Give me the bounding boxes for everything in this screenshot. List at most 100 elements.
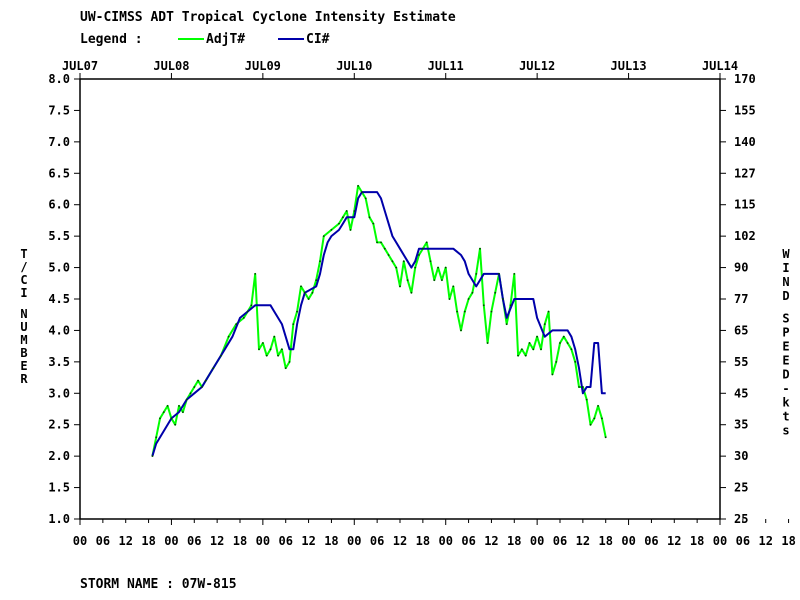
adjt-point	[574, 361, 577, 363]
left-axis-title-char: C	[20, 273, 27, 287]
right-tick-label: 55	[734, 355, 748, 369]
adjt-point	[151, 455, 154, 457]
adjt-point	[585, 398, 588, 401]
legend-item-adjt: AdjT#	[178, 32, 245, 47]
left-tick-label: 1.5	[48, 481, 70, 495]
bottom-tick-label: 18	[233, 534, 247, 548]
adjt-point	[269, 348, 272, 351]
right-axis-title-char: s	[782, 423, 789, 437]
adjt-point	[555, 361, 558, 363]
adjt-point	[220, 354, 222, 357]
right-axis-title-char: D	[782, 367, 789, 381]
bottom-tick-label: 00	[438, 534, 452, 548]
adjt-point	[536, 335, 538, 338]
left-tick-label: 6.5	[48, 166, 70, 180]
adjt-point	[197, 379, 200, 382]
adjt-point	[509, 304, 512, 307]
bottom-tick-label: 12	[576, 534, 590, 548]
adjt-point	[242, 317, 245, 319]
adjt-point	[524, 354, 527, 357]
adjt-point	[380, 241, 382, 244]
left-tick-label: 3.0	[48, 386, 70, 400]
adjt-point	[589, 423, 592, 426]
adjt-point	[391, 260, 394, 263]
adjt-point	[395, 266, 398, 269]
adjt-point	[204, 379, 207, 382]
right-axis-title-char: S	[782, 311, 789, 325]
right-tick-label: 45	[734, 386, 748, 400]
bottom-tick-label: 18	[324, 534, 338, 548]
right-tick-label: 77	[734, 292, 748, 306]
bottom-tick-label: 12	[301, 534, 315, 548]
right-axis-title-char: k	[782, 395, 790, 409]
bottom-tick-label: 00	[256, 534, 270, 548]
adjt-point	[254, 273, 257, 275]
bottom-tick-label: 06	[96, 534, 110, 548]
top-tick-label: JUL11	[428, 59, 464, 73]
left-axis: 1.0 1.5 2.0 2.5 3.0 3.5 4.0 4.5 5.0 5.5 6.0 6.5 7.0 7…	[48, 72, 80, 526]
adjt-point	[170, 417, 173, 420]
right-tick-label: 25	[734, 512, 748, 526]
top-axis: JUL07 JUL08 JUL09 JUL10 JUL11 JUL12 JUL13 JUL14	[62, 59, 738, 79]
adjt-point	[338, 222, 340, 225]
adjt-point	[452, 285, 455, 288]
bottom-tick-label: 12	[758, 534, 772, 548]
right-axis: 25 25 30 35 45 55 65 77 90 102 115 127 140 155 170	[720, 72, 756, 526]
adjt-point	[174, 423, 177, 426]
adjt-point	[471, 291, 474, 294]
adjt-point	[406, 279, 409, 281]
bottom-tick-label: 18	[598, 534, 612, 548]
adjt-point	[182, 411, 184, 413]
left-axis-title-char: R	[20, 372, 28, 386]
bottom-tick-label: 00	[530, 534, 544, 548]
adjt-point	[307, 298, 310, 300]
adjt-point	[288, 361, 291, 363]
adjt-point	[201, 386, 203, 388]
right-axis-title-char: N	[782, 275, 789, 289]
bottom-tick-label: 18	[690, 534, 704, 548]
bottom-tick-label: 06	[736, 534, 750, 548]
adjt-point	[284, 367, 287, 369]
bottom-tick-label: 06	[278, 534, 292, 548]
adjt-point	[342, 216, 344, 219]
adjt-point	[467, 298, 470, 300]
adjt-point	[296, 310, 298, 313]
right-tick-label: 90	[734, 261, 748, 275]
adjt-point	[349, 229, 352, 231]
left-tick-label: 7.0	[48, 135, 70, 149]
adjt-point	[543, 323, 546, 325]
adjt-point	[330, 229, 333, 231]
adjt-point	[551, 373, 554, 376]
legend-label: Legend :	[80, 32, 143, 47]
adjt-point	[460, 329, 462, 332]
adjt-point	[364, 197, 367, 200]
right-tick-label: 30	[734, 449, 748, 463]
adjt-point	[604, 436, 607, 439]
bottom-tick-label: 18	[141, 534, 155, 548]
left-tick-label: 4.0	[48, 323, 70, 337]
left-tick-label: 5.0	[48, 261, 70, 275]
right-tick-label: 170	[734, 72, 756, 86]
adjt-point	[482, 304, 485, 307]
adjt-point	[166, 405, 169, 407]
left-axis-title-char: E	[20, 359, 27, 373]
right-tick-label: 115	[734, 198, 756, 212]
right-tick-label: 65	[734, 323, 748, 337]
adjt-point	[361, 191, 363, 194]
adjt-point	[414, 266, 417, 269]
adjt-point	[368, 216, 371, 219]
bottom-tick-label: 00	[73, 534, 87, 548]
bottom-tick-label: 06	[370, 534, 384, 548]
adjt-point	[425, 241, 428, 244]
adjt-point	[513, 273, 516, 275]
adjt-point	[521, 348, 523, 351]
adjt-point	[311, 291, 314, 294]
bottom-tick-label: 06	[644, 534, 658, 548]
left-axis-title-char: /	[20, 260, 27, 274]
adjt-point	[277, 354, 279, 357]
adjt-point	[402, 260, 405, 263]
bottom-tick-label: 12	[667, 534, 681, 548]
bottom-tick-label: 06	[187, 534, 201, 548]
legend-text-adjt: AdjT#	[206, 32, 245, 47]
